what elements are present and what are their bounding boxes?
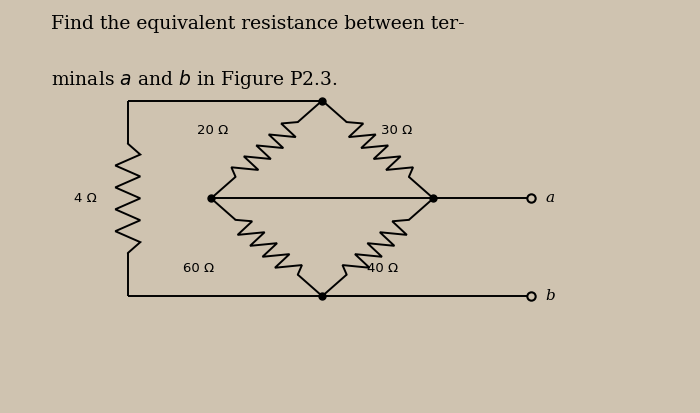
Text: 60 Ω: 60 Ω <box>183 261 215 275</box>
Text: b: b <box>546 289 556 303</box>
Text: 30 Ω: 30 Ω <box>382 124 412 137</box>
Text: 20 Ω: 20 Ω <box>197 124 228 137</box>
Text: Find the equivalent resistance between ter-: Find the equivalent resistance between t… <box>51 15 465 33</box>
Text: minals $a$ and $b$ in Figure P2.3.: minals $a$ and $b$ in Figure P2.3. <box>51 68 338 91</box>
Text: 40 Ω: 40 Ω <box>368 261 398 275</box>
Text: a: a <box>546 191 555 205</box>
Text: 4 Ω: 4 Ω <box>74 192 97 205</box>
